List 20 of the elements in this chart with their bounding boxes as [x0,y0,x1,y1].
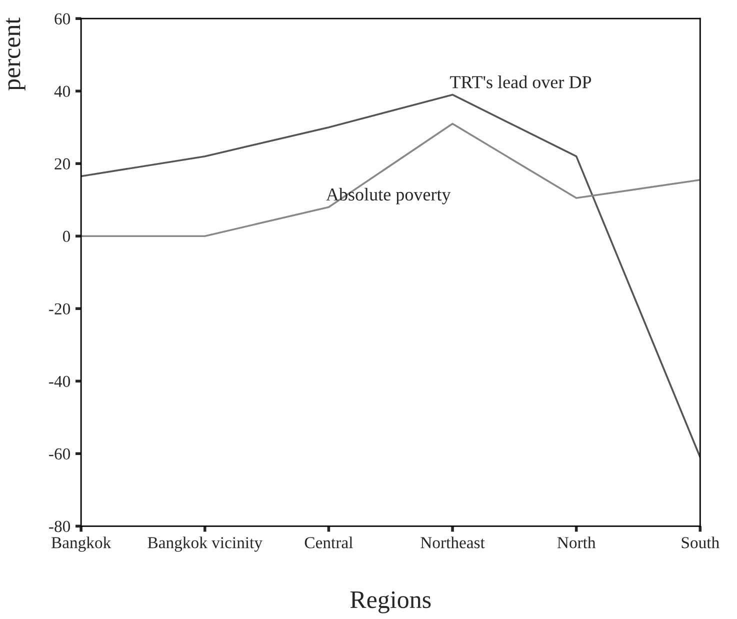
line-series [81,122,700,238]
y-tick-label: 40 [54,86,70,98]
x-tick-label: Bangkok [51,536,112,552]
x-tick-label: Central [304,536,353,548]
y-tick-label: 60 [54,13,70,25]
x-tick-label: Northeast [420,536,485,548]
x-tick-label: Bangkok vicinity [148,536,262,552]
line-series [81,94,700,458]
y-tick-label: -80 [49,520,70,532]
x-axis-title: Regions [350,591,431,614]
x-tick-label: South [682,536,720,548]
annotation: TRT's lead over DP [450,76,592,88]
x-tick-label: North [557,536,596,548]
annotation: Absolute poverty [326,188,451,204]
y-tick-label: -40 [49,376,70,388]
y-tick-label: -20 [49,303,70,315]
y-tick-label: -60 [49,448,70,460]
y-axis-title: percent [6,17,26,90]
y-tick-label: 20 [54,158,70,170]
y-tick-label: 0 [62,230,70,242]
